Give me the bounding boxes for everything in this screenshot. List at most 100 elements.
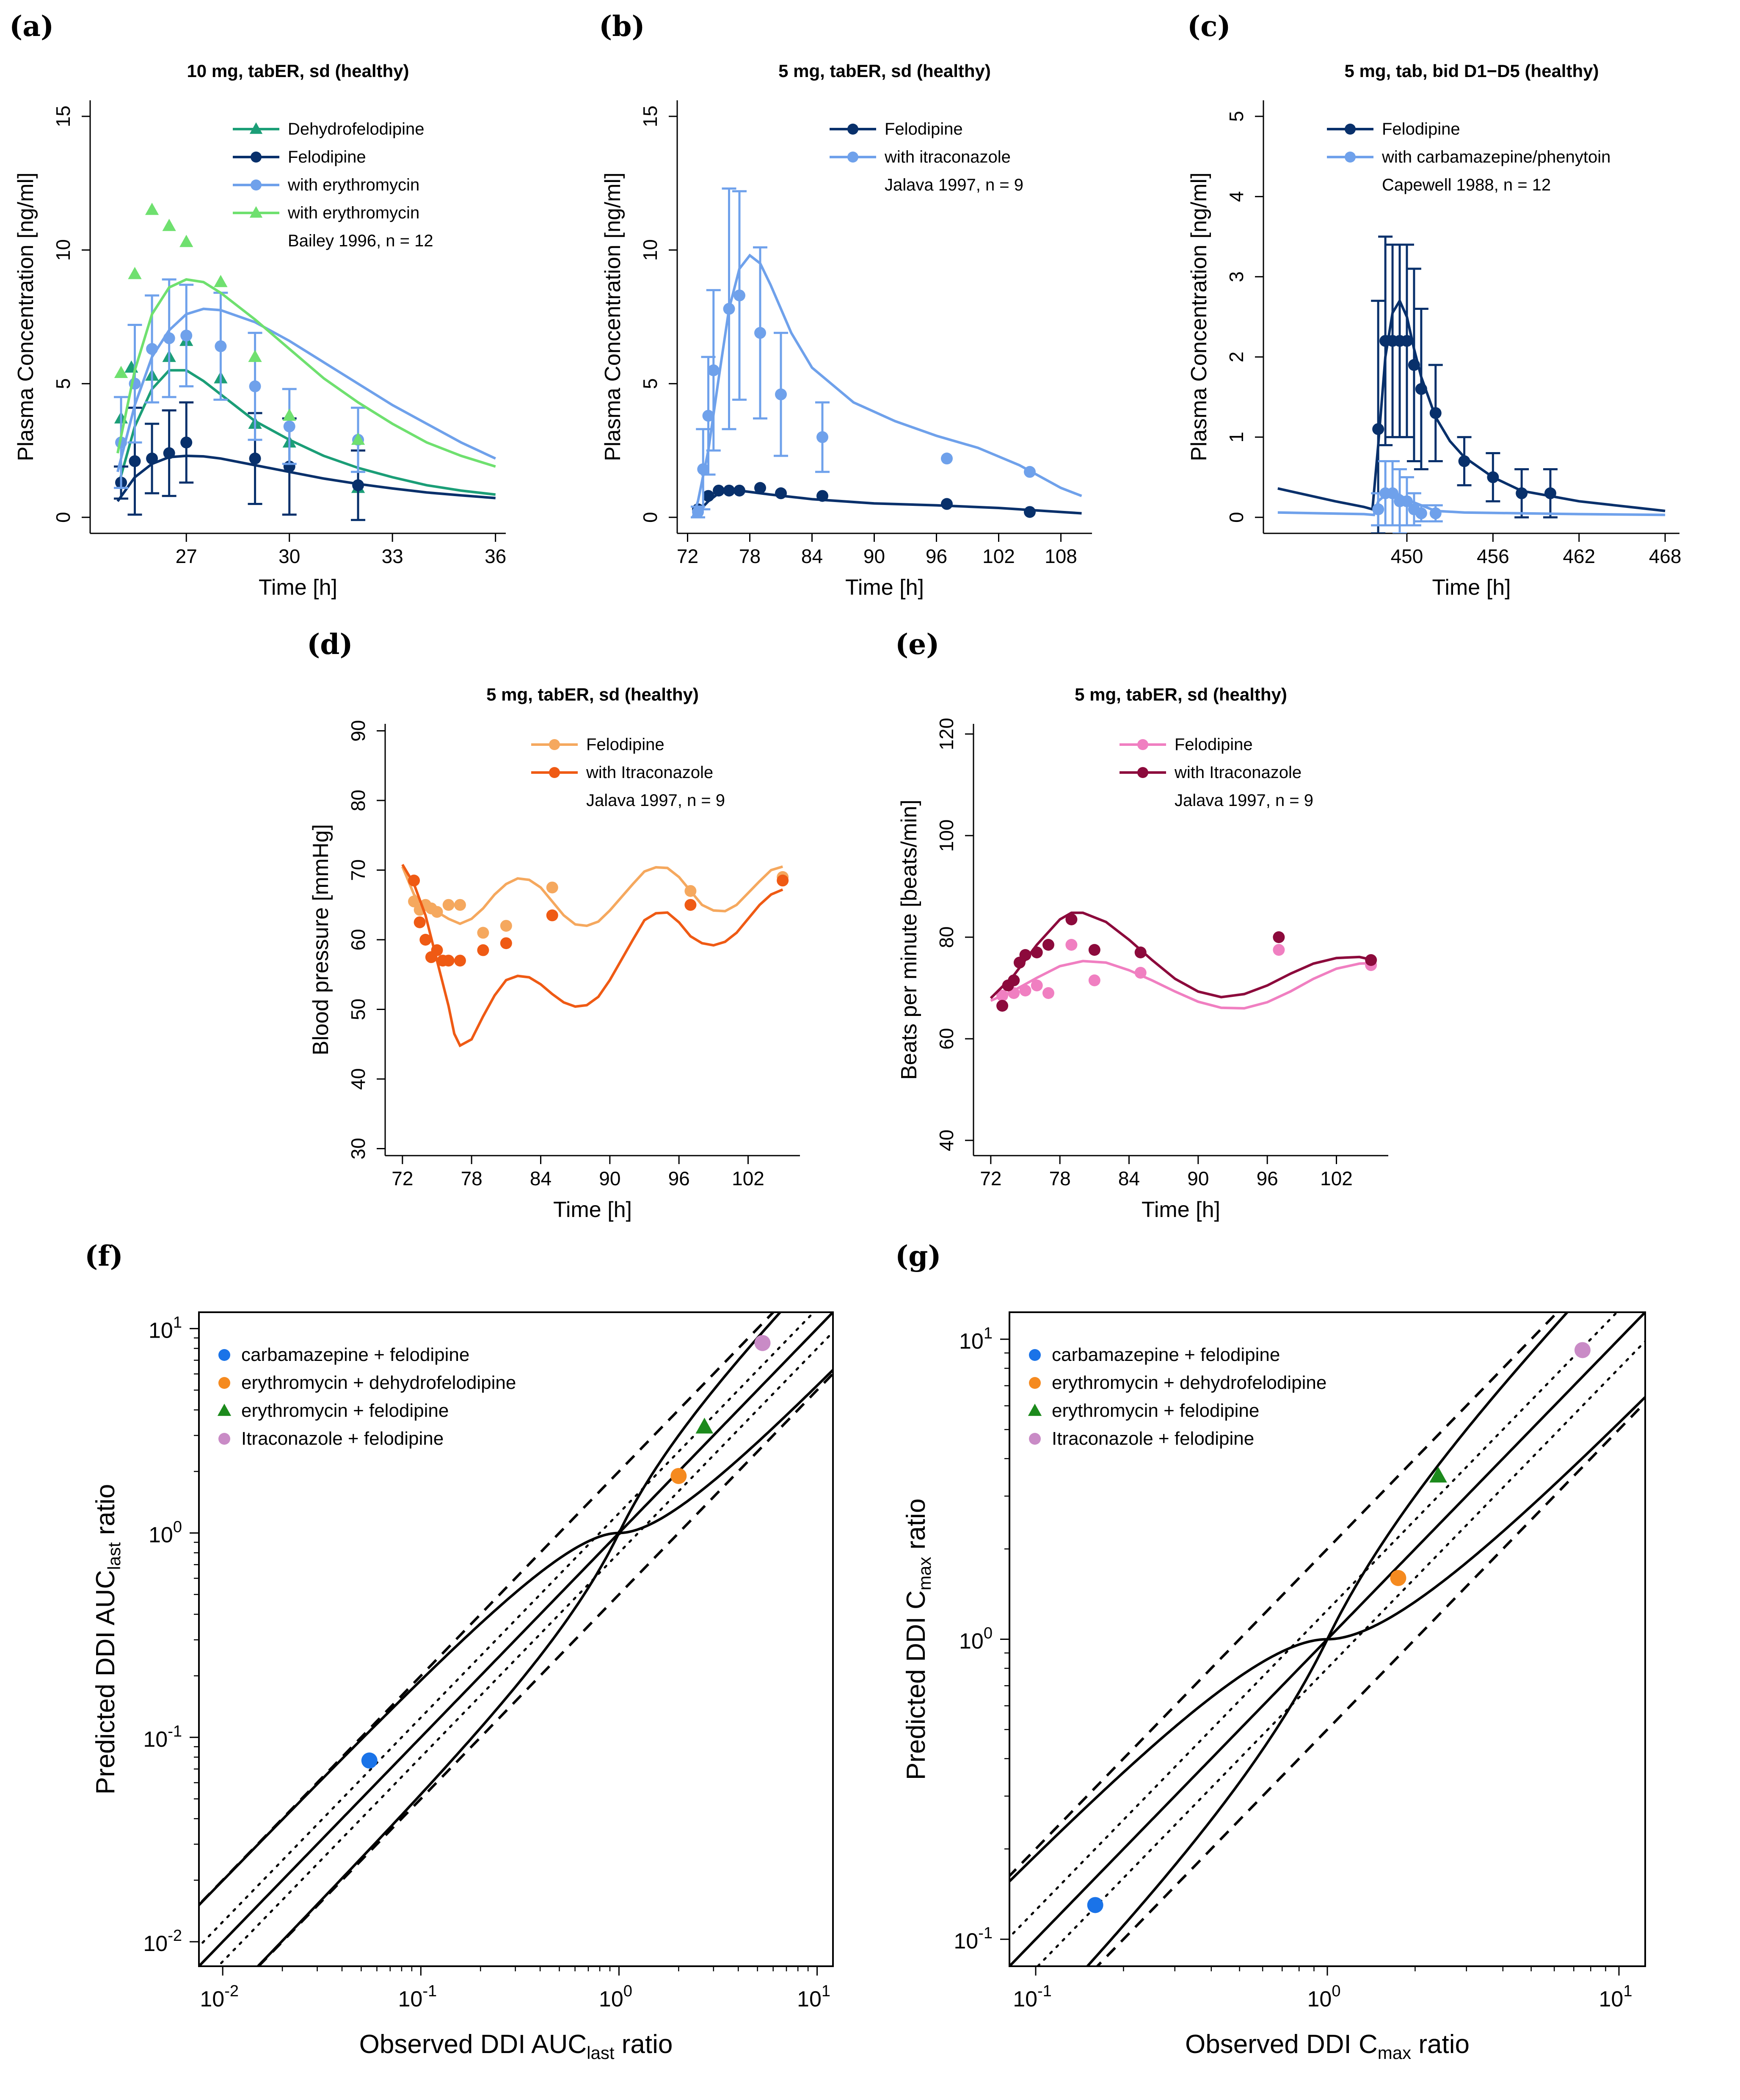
- x-tick-label: 10-1: [1013, 1982, 1052, 2012]
- data-point: [1134, 967, 1147, 979]
- data-point: [697, 463, 709, 475]
- legend: Felodipine with carbamazepine/phenytoin Ca…: [1327, 120, 1610, 194]
- legend-marker: [847, 152, 858, 163]
- data-point: [1408, 359, 1420, 371]
- legend-marker: [549, 739, 560, 750]
- legend-marker: [218, 1377, 230, 1389]
- legend-marker: [251, 179, 262, 190]
- y-tick-label: 5: [1225, 111, 1247, 122]
- y-tick-label: 0: [639, 512, 661, 523]
- y-axis-label-main: Predicted DDI AUC: [91, 1570, 120, 1795]
- series-line: [401, 865, 783, 927]
- x-axis-label-sub: max: [1378, 2043, 1411, 2063]
- guest-upper-line: [1009, 1312, 1569, 1883]
- data-point: [214, 275, 228, 287]
- data-point: [163, 332, 175, 345]
- legend-marker: [1137, 767, 1148, 778]
- y-tick-label: 40: [935, 1129, 957, 1151]
- y-tick-label: 60: [347, 929, 369, 950]
- data-point: [1042, 939, 1054, 951]
- x-tick-label: 102: [1320, 1167, 1353, 1189]
- data-point: [249, 453, 261, 465]
- x-tick-label: 100: [599, 1982, 632, 2012]
- legend-label: Felodipine: [1175, 735, 1253, 754]
- data-point: [145, 202, 159, 215]
- legend-label: erythromycin + dehydrofelodipine: [241, 1372, 516, 1393]
- legend-marker: [1029, 1433, 1041, 1445]
- plot-area: [114, 202, 496, 521]
- data-point: [500, 937, 512, 949]
- data-point: [282, 408, 296, 421]
- data-point: [1088, 974, 1100, 986]
- data-point: [431, 906, 443, 918]
- y-tick-label: 4: [1225, 191, 1247, 202]
- y-tick-label: 5: [639, 378, 661, 389]
- data-point: [1008, 974, 1020, 986]
- plot-area: [691, 187, 1082, 519]
- x-tick-label: 456: [1477, 545, 1509, 567]
- data-point: [775, 388, 787, 400]
- panel-b: (b) 5 mg, tabER, sd (healthy) 72 78 84 90 96 10…: [599, 10, 1092, 600]
- legend-label: Felodipine: [288, 148, 366, 166]
- legend-label: erythromycin + dehydrofelodipine: [1052, 1372, 1326, 1393]
- data-point: [670, 1468, 687, 1484]
- y-tick-label: 10: [52, 239, 74, 261]
- y-axis-label: Plasma Concentration [ng/ml]: [1187, 172, 1211, 461]
- data-point: [546, 881, 558, 894]
- legend-label: Felodipine: [885, 120, 963, 138]
- data-point: [163, 447, 175, 459]
- legend: Felodipine with itraconazole Jalava 1997, …: [830, 120, 1023, 194]
- plot-title: 5 mg, tabER, sd (healthy): [486, 684, 699, 704]
- y-tick-label: 0: [1225, 512, 1247, 523]
- x-tick-label: 90: [1187, 1167, 1209, 1189]
- data-point: [1387, 487, 1399, 499]
- data-point: [442, 899, 455, 911]
- legend-source: Jalava 1997, n = 9: [586, 791, 725, 810]
- y-tick-label: 10-1: [143, 1722, 182, 1752]
- y-tick-label: 101: [149, 1314, 182, 1343]
- legend-label: Dehydrofelodipine: [288, 120, 424, 138]
- x-axis-label-main: Observed DDI C: [1185, 2030, 1378, 2059]
- legend-source: Jalava 1997, n = 9: [1175, 791, 1313, 810]
- legend-marker: [251, 152, 262, 163]
- data-point: [1401, 335, 1413, 347]
- legend-label: Itraconazole + felodipine: [241, 1428, 444, 1449]
- legend-label: with carbamazepine/phenytoin: [1382, 148, 1610, 166]
- data-point: [941, 498, 953, 510]
- data-point: [1031, 947, 1043, 958]
- x-tick-label: 27: [176, 545, 197, 567]
- y-tick-label: 100: [149, 1518, 182, 1547]
- series-line: [401, 864, 783, 1048]
- accept-upper-dotted-line: [199, 1312, 816, 1948]
- y-tick-label: 15: [639, 105, 661, 127]
- data-point: [1134, 947, 1147, 958]
- data-point: [1365, 954, 1377, 966]
- data-point: [754, 482, 766, 494]
- series-0: [401, 865, 789, 939]
- series-0: [114, 334, 496, 496]
- legend-marker: [847, 124, 858, 135]
- legend-label: with Itraconazole: [1174, 763, 1302, 782]
- data-point: [1273, 931, 1285, 943]
- data-point: [283, 420, 295, 433]
- plot-area: [1277, 235, 1666, 533]
- accept-upper-dotted-line: [1009, 1312, 1619, 1939]
- twofold-upper-line: [1009, 1312, 1559, 1878]
- series-line: [990, 960, 1371, 1010]
- y-tick-label: 10-2: [143, 1927, 182, 1956]
- y-axis-label-main: Predicted DDI C: [902, 1590, 931, 1780]
- data-point: [1487, 471, 1499, 483]
- legend-marker: [549, 767, 560, 778]
- data-point: [414, 916, 426, 928]
- x-tick-label: 72: [392, 1167, 413, 1189]
- y-tick-label: 90: [347, 720, 369, 742]
- data-point: [442, 955, 455, 967]
- legend-marker: [218, 1349, 230, 1361]
- plot-area: [401, 864, 789, 1048]
- x-tick-label: 30: [279, 545, 300, 567]
- series-0: [1277, 235, 1666, 533]
- y-tick-label: 3: [1225, 271, 1247, 282]
- data-point: [1429, 407, 1442, 419]
- data-point: [1415, 507, 1427, 519]
